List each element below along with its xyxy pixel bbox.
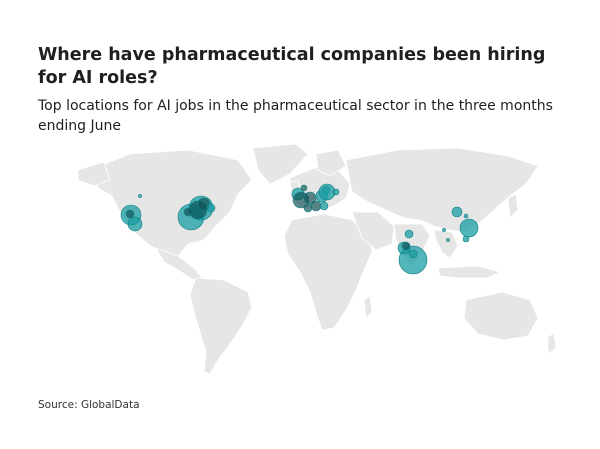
world-map-svg [77,143,557,375]
world-map [38,140,578,390]
land-scandinavia [315,149,347,177]
land-south-america [189,277,253,375]
land-madagascar [363,295,373,319]
bubble-china-north-2 [463,213,469,219]
land-new-zealand [547,333,557,355]
land-japan [507,193,519,219]
bubble-europe-9 [300,184,308,192]
bubble-southeast-asia-2 [446,238,450,242]
bubble-china-north [451,206,463,218]
land-southeast-asia [433,229,459,259]
landmasses [77,143,557,375]
bubble-eastern-europe-2 [332,188,340,196]
bubble-china-east [459,218,479,238]
bubble-india-3 [401,241,411,251]
bubble-us-east-6 [206,203,216,213]
land-australia [463,291,539,341]
bubble-india-5 [408,249,418,259]
land-middle-east [351,211,395,251]
bubble-europe-4 [310,200,322,212]
bubble-us-west-3 [125,209,135,219]
land-greenland [252,143,309,185]
chart-title: Where have pharmaceutical companies been… [38,45,546,88]
bubble-india-4 [404,229,414,239]
bubble-europe-3 [303,191,317,205]
bubble-europe-6 [303,203,313,213]
bubble-europe-8 [319,201,329,211]
land-north-america [89,149,253,257]
source-note: Source: GlobalData [38,399,140,411]
land-indonesia [437,265,502,279]
land-alaska [77,161,111,187]
bubble-us-west-2 [127,216,143,232]
chart-subtitle: Top locations for AI jobs in the pharmac… [38,98,553,134]
land-africa [283,213,373,331]
bubble-us-central-small [138,194,142,198]
bubble-us-east-5 [183,207,193,217]
location-bubbles [120,183,479,275]
bubble-china-east-2 [462,235,470,243]
bubble-eastern-europe [318,183,336,201]
bubble-southeast-asia [442,228,446,232]
